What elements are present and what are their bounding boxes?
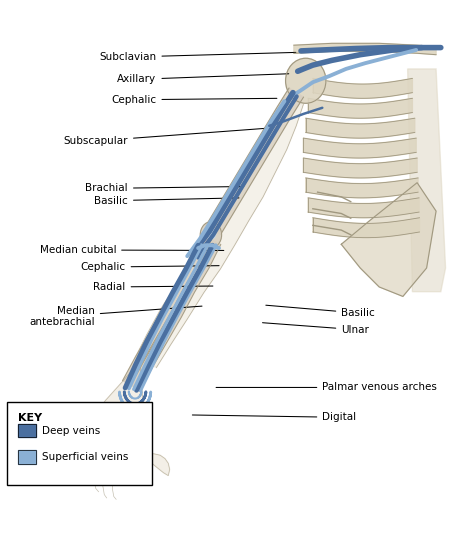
Bar (18, 424, 36, 437)
Text: Axillary: Axillary (117, 74, 289, 84)
Text: Deep veins: Deep veins (42, 426, 100, 436)
Text: Ulnar: Ulnar (263, 323, 369, 334)
Polygon shape (308, 98, 412, 118)
Polygon shape (206, 88, 303, 234)
Polygon shape (294, 43, 436, 55)
Polygon shape (313, 218, 419, 237)
Text: Cephalic: Cephalic (111, 95, 277, 105)
Polygon shape (130, 240, 221, 390)
Bar (18, 450, 36, 464)
Polygon shape (135, 98, 303, 368)
Text: Cephalic: Cephalic (81, 262, 219, 272)
Ellipse shape (285, 58, 326, 103)
Polygon shape (123, 235, 211, 385)
Text: Brachial: Brachial (85, 183, 244, 193)
Text: Digital: Digital (192, 412, 356, 422)
Polygon shape (408, 69, 446, 292)
Bar (18, 450, 36, 464)
Text: Basilic: Basilic (94, 196, 239, 206)
Text: Subclavian: Subclavian (99, 52, 296, 62)
Text: Palmar venous arches: Palmar venous arches (216, 383, 437, 392)
Text: Superficial veins: Superficial veins (42, 452, 128, 462)
Text: Subscapular: Subscapular (64, 129, 265, 146)
Text: Median cubital: Median cubital (39, 245, 224, 255)
Text: KEY: KEY (18, 413, 42, 422)
Ellipse shape (200, 222, 221, 248)
Polygon shape (91, 363, 170, 475)
Polygon shape (313, 78, 412, 98)
Text: Median
antebrachial: Median antebrachial (29, 306, 202, 327)
Polygon shape (306, 118, 415, 138)
Text: Radial: Radial (93, 282, 213, 292)
Polygon shape (303, 138, 416, 158)
Polygon shape (308, 198, 419, 218)
Text: Basilic: Basilic (266, 305, 375, 318)
Ellipse shape (206, 229, 216, 239)
FancyBboxPatch shape (7, 401, 152, 485)
Polygon shape (306, 178, 418, 198)
Bar (18, 424, 36, 437)
Polygon shape (303, 158, 417, 178)
Polygon shape (341, 183, 436, 296)
